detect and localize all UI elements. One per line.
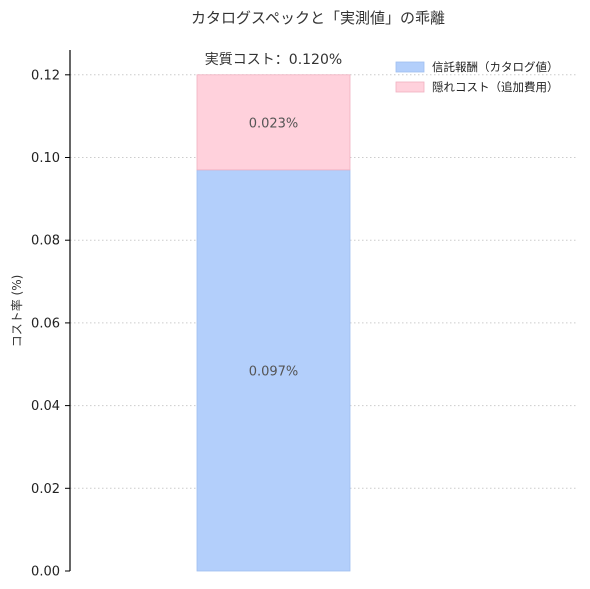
y-axis-label: コスト率 (%) — [9, 275, 24, 348]
y-tick-label: 0.06 — [31, 316, 60, 331]
legend-label: 信託報酬（カタログ値） — [432, 60, 559, 74]
legend: 信託報酬（カタログ値） 隠れコスト（追加費用） — [395, 60, 559, 94]
bar-segment — [196, 74, 351, 171]
total-label: 実質コスト：0.120% — [205, 52, 342, 68]
y-tick-label: 0.02 — [31, 482, 60, 497]
y-tick-label: 0.10 — [31, 151, 60, 166]
legend-swatch — [395, 61, 425, 73]
legend-swatch — [395, 81, 425, 93]
data-label: 0.023% — [249, 116, 299, 131]
y-tick-label: 0.00 — [31, 565, 60, 580]
bar-stack: 0.097% 0.023% 実質コスト：0.120% — [196, 52, 351, 572]
bar-segment — [196, 169, 351, 572]
y-tick-label: 0.08 — [31, 234, 60, 249]
y-tick-label: 0.12 — [31, 68, 60, 83]
grid-lines — [70, 74, 578, 489]
legend-label: 隠れコスト（追加費用） — [432, 80, 559, 94]
chart-title: カタログスペックと「実測値」の乖離 — [191, 9, 445, 27]
y-tick-label: 0.04 — [31, 399, 60, 414]
data-label: 0.097% — [249, 364, 299, 379]
y-ticks: 0.00 0.02 0.04 0.06 0.08 0.10 0.12 — [31, 68, 70, 580]
